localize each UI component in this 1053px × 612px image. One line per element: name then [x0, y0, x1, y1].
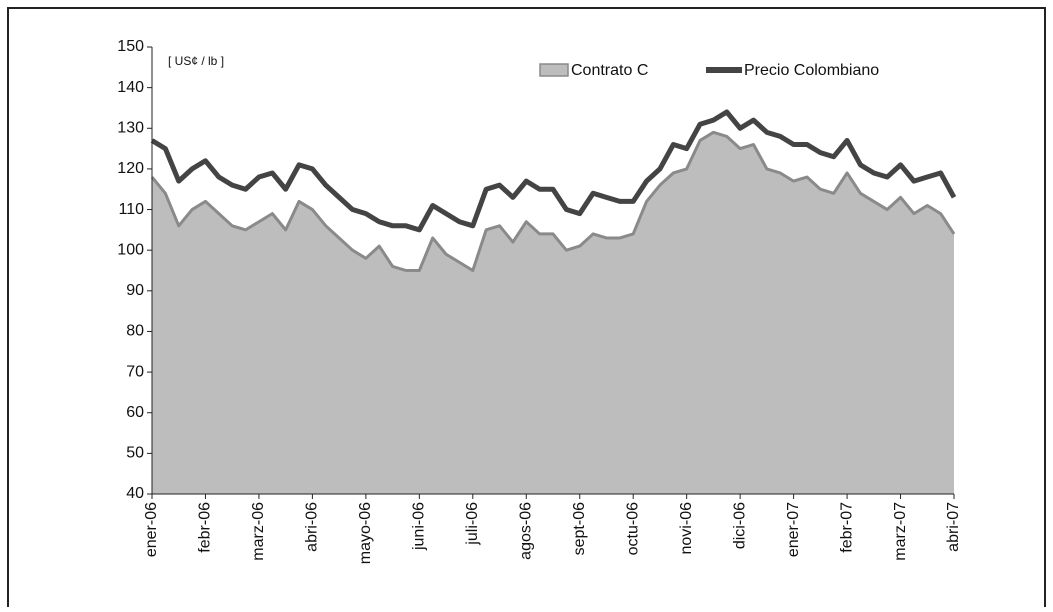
x-tick-label: mayo-06 — [357, 502, 374, 564]
y-tick-label: 130 — [117, 119, 144, 136]
x-tick-label: dici-06 — [731, 502, 748, 549]
x-tick-label: agos-06 — [517, 502, 534, 560]
x-tick-label: juli-06 — [464, 502, 481, 546]
legend-label: Contrato C — [571, 62, 648, 79]
y-tick-label: 70 — [126, 363, 144, 380]
x-tick-label: juni-06 — [411, 502, 428, 551]
x-tick-label: febr-07 — [838, 502, 855, 553]
x-tick-label: ener-06 — [143, 502, 160, 557]
y-tick-label: 90 — [126, 282, 144, 299]
y-tick-label: 120 — [117, 160, 144, 177]
x-tick-label: ener-07 — [785, 502, 802, 557]
x-tick-label: sept-06 — [571, 502, 588, 555]
y-tick-label: 40 — [126, 485, 144, 502]
y-tick-label: 50 — [126, 445, 144, 462]
x-tick-label: abri-07 — [945, 502, 962, 552]
frame — [7, 7, 1046, 612]
x-tick-label: octu-06 — [624, 502, 641, 555]
legend-swatch — [539, 63, 569, 77]
line — [150, 130, 956, 272]
y-tick-label: 60 — [126, 404, 144, 421]
x-tick-label: marz-06 — [250, 502, 267, 561]
x-tick-label: abri-06 — [304, 502, 321, 552]
y-tick-label: 140 — [117, 79, 144, 96]
y-tick-label: 100 — [117, 241, 144, 258]
x-tick-label: novi-06 — [678, 502, 695, 555]
unit-label: [ US¢ / lb ] — [168, 54, 224, 68]
y-tick-label: 80 — [126, 323, 144, 340]
x-tick-label: marz-07 — [892, 502, 909, 561]
line — [150, 109, 957, 233]
y-tick-label: 150 — [117, 38, 144, 55]
y-tick-label: 110 — [118, 201, 144, 218]
area — [152, 132, 954, 494]
legend-label: Precio Colombiano — [744, 62, 879, 79]
x-tick-label: febr-06 — [197, 502, 214, 553]
